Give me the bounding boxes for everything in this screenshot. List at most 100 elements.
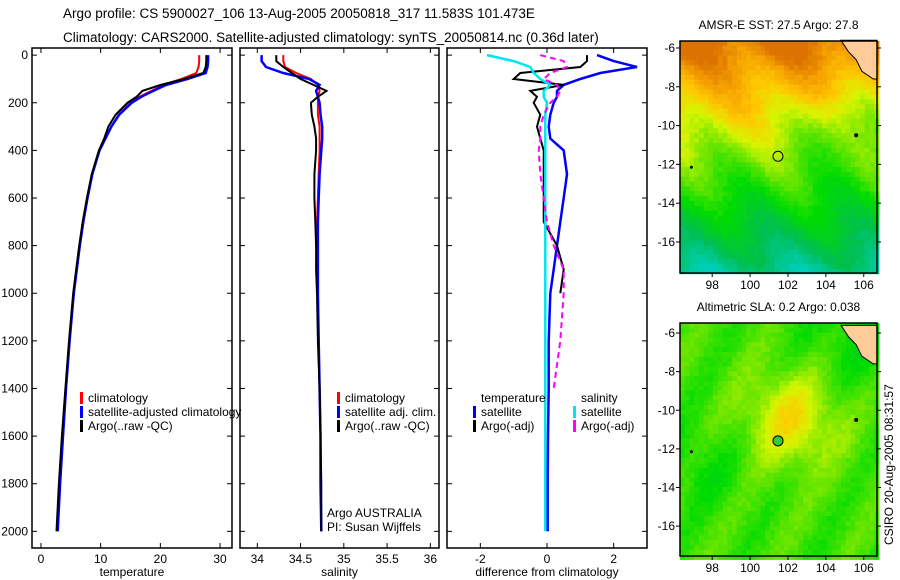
map-cell bbox=[812, 133, 818, 139]
map-cell bbox=[727, 176, 733, 183]
map-cell bbox=[784, 477, 790, 483]
map-cell bbox=[812, 70, 818, 76]
map-cell bbox=[869, 482, 875, 488]
map-cell bbox=[860, 405, 866, 411]
map-cell bbox=[774, 65, 780, 71]
map-cell bbox=[717, 99, 724, 105]
map-cell bbox=[774, 496, 780, 502]
map-cell bbox=[765, 181, 771, 187]
map-cell bbox=[732, 496, 738, 502]
map-cell bbox=[760, 108, 766, 115]
map-cell bbox=[684, 41, 690, 47]
map-cell bbox=[864, 235, 870, 241]
map-cell bbox=[788, 327, 795, 334]
map-cell bbox=[736, 323, 742, 329]
map-cell bbox=[736, 376, 742, 382]
map-cell bbox=[807, 142, 814, 149]
map-cell bbox=[770, 424, 776, 430]
map-cell bbox=[817, 501, 823, 507]
map-cell bbox=[850, 196, 856, 202]
map-cell bbox=[779, 467, 785, 474]
map-cell bbox=[836, 371, 842, 377]
map-cell bbox=[841, 409, 847, 416]
map-cell bbox=[684, 424, 690, 430]
map-cell bbox=[826, 405, 832, 411]
map-cell bbox=[713, 356, 719, 363]
map-cell bbox=[760, 376, 766, 382]
map-cell bbox=[817, 171, 823, 178]
map-cell bbox=[689, 104, 695, 110]
map-cell bbox=[803, 434, 809, 440]
map-cell bbox=[722, 458, 728, 464]
map-cell bbox=[788, 409, 795, 416]
figure-title-line1: Argo profile: CS 5900027_106 13-Aug-2005… bbox=[63, 6, 535, 21]
map-cell bbox=[826, 205, 832, 212]
map-cell bbox=[812, 55, 818, 61]
map-cell bbox=[845, 520, 851, 527]
map-cell bbox=[826, 506, 832, 512]
map-cell bbox=[689, 390, 695, 396]
map-cell bbox=[680, 443, 686, 449]
map-cell bbox=[841, 487, 847, 493]
map-cell bbox=[746, 264, 752, 270]
map-cell bbox=[831, 152, 837, 158]
map-cell bbox=[717, 264, 724, 270]
map-cell bbox=[788, 157, 795, 163]
map-cell bbox=[803, 259, 809, 265]
map-cell bbox=[784, 157, 790, 163]
map-cell bbox=[751, 506, 757, 512]
map-cell bbox=[770, 327, 776, 334]
map-cell bbox=[826, 133, 832, 139]
map-cell bbox=[708, 516, 714, 522]
map-cell bbox=[727, 506, 733, 512]
map-cell bbox=[703, 366, 709, 372]
map-cell bbox=[831, 133, 837, 139]
map-cell bbox=[803, 74, 809, 81]
map-cell bbox=[784, 405, 790, 411]
map-cell bbox=[765, 128, 771, 134]
map-cell bbox=[694, 118, 700, 124]
map-cell bbox=[803, 511, 809, 517]
map-cell bbox=[836, 249, 842, 255]
map-cell bbox=[860, 152, 866, 158]
map-cell bbox=[684, 79, 690, 86]
map-cell bbox=[732, 429, 738, 435]
map-cell bbox=[803, 99, 809, 105]
map-cell bbox=[698, 176, 705, 183]
map-cell bbox=[713, 332, 719, 338]
map-cell bbox=[803, 487, 809, 493]
map-cell bbox=[869, 540, 875, 546]
map-cell bbox=[864, 400, 870, 406]
map-cell bbox=[774, 230, 780, 236]
map-cell bbox=[722, 55, 728, 61]
map-cell bbox=[793, 337, 799, 343]
map-cell bbox=[694, 491, 700, 498]
map-cell bbox=[793, 419, 799, 425]
map-cell bbox=[860, 380, 866, 387]
map-cell bbox=[751, 259, 757, 265]
map-cell bbox=[831, 94, 837, 100]
map-cell bbox=[736, 385, 742, 391]
map-cell bbox=[793, 453, 799, 459]
map-cell bbox=[784, 516, 790, 522]
map-cell bbox=[826, 376, 832, 382]
map-cell bbox=[717, 70, 724, 76]
map-cell bbox=[717, 535, 724, 541]
map-cell bbox=[793, 147, 799, 153]
map-cell bbox=[864, 506, 870, 512]
map-cell bbox=[774, 352, 780, 358]
map-cell bbox=[798, 235, 804, 241]
map-cell bbox=[698, 549, 705, 556]
map-cell bbox=[698, 472, 705, 478]
map-cell bbox=[831, 352, 837, 358]
map-cell bbox=[826, 264, 832, 270]
map-cell bbox=[803, 123, 809, 129]
map-cell bbox=[746, 65, 752, 71]
map-cell bbox=[779, 133, 785, 139]
map-cell bbox=[765, 438, 771, 445]
map-cell bbox=[826, 41, 832, 47]
map-cell bbox=[803, 414, 809, 420]
map-cell bbox=[741, 268, 747, 275]
map-cell bbox=[774, 424, 780, 430]
